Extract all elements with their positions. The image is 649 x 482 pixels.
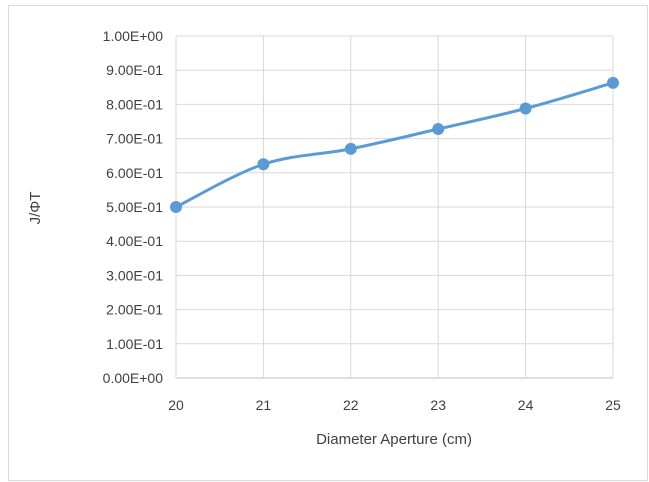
x-axis-title: Diameter Aperture (cm)	[316, 431, 472, 448]
x-tick-label: 24	[518, 397, 534, 413]
y-tick-label: 2.00E-01	[106, 302, 163, 318]
y-tick-label: 5.00E-01	[106, 199, 163, 215]
y-tick-label: 9.00E-01	[106, 62, 163, 78]
data-point	[257, 158, 270, 171]
y-tick-labels: 0.00E+00 1.00E-01 2.00E-01 3.00E-01 4.00E-01…	[103, 28, 164, 386]
y-tick-label: 3.00E-01	[106, 267, 163, 283]
y-tick-label: 4.00E-01	[106, 233, 163, 249]
y-tick-label: 1.00E-01	[106, 336, 163, 352]
x-tick-label: 20	[168, 397, 184, 413]
y-tick-label: 1.00E+00	[103, 28, 164, 44]
x-tick-label: 23	[430, 397, 446, 413]
x-tick-label: 22	[343, 397, 359, 413]
series-line	[174, 81, 615, 209]
data-point	[519, 102, 532, 115]
y-tick-label: 6.00E-01	[106, 165, 163, 181]
y-tick-label: 0.00E+00	[103, 370, 164, 386]
data-point	[432, 123, 445, 136]
data-point	[170, 201, 182, 213]
chart-frame	[8, 5, 648, 481]
y-axis-title: J/ΦT	[27, 192, 44, 225]
x-tick-labels: 20 21 22 23 24 25	[168, 397, 621, 413]
x-tick-label: 25	[605, 397, 621, 413]
x-tick-label: 21	[256, 397, 272, 413]
y-tick-label: 8.00E-01	[106, 96, 163, 112]
gridlines	[175, 35, 614, 379]
y-tick-label: 7.00E-01	[106, 131, 163, 147]
data-point	[607, 76, 619, 89]
series-layer	[170, 76, 619, 213]
data-point	[344, 142, 357, 155]
